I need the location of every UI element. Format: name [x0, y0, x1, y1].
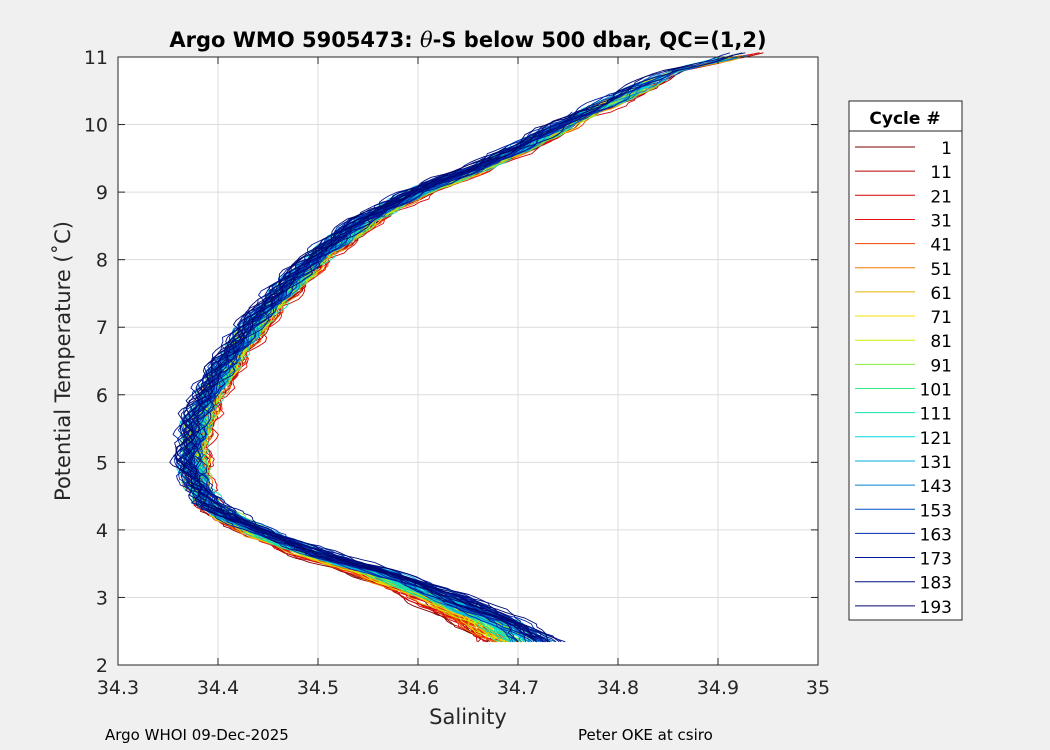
title-prefix: Argo WMO 5905473:: [169, 28, 420, 52]
legend-label: 193: [920, 598, 952, 618]
profile-lines: [169, 52, 764, 643]
profile-line: [175, 84, 635, 640]
title-suffix: -S below 500 dbar, QC=(1,2): [433, 28, 767, 52]
legend-entry: 51: [855, 260, 952, 280]
legend: Cycle # 11121314151617181911011111211311…: [848, 100, 963, 621]
legend-label: 101: [920, 381, 952, 401]
y-tick-label: 8: [96, 250, 108, 272]
y-tick-label: 6: [96, 385, 108, 407]
legend-entry: 11: [855, 163, 952, 183]
x-tick-label: 34.6: [397, 677, 439, 699]
legend-entry: 101: [855, 381, 952, 401]
legend-label: 91: [930, 356, 952, 376]
y-tick-label: 4: [96, 520, 108, 542]
y-axis-label: Potential Temperature (˚C): [51, 221, 75, 501]
legend-label: 111: [920, 405, 952, 425]
legend-entry: 183: [855, 574, 952, 594]
legend-label: 183: [920, 574, 952, 594]
legend-title: Cycle #: [869, 109, 940, 129]
profile-line: [174, 124, 552, 643]
chart-title: Argo WMO 5905473: θ-S below 500 dbar, QC…: [169, 28, 766, 52]
legend-label: 173: [920, 550, 952, 570]
axis-ticks: 34.3 34.4 34.5 34.6 34.7 34.8 34.9 35 2 3 4 5 6 7 8 9 10…: [84, 47, 830, 699]
legend-label: 163: [920, 525, 952, 545]
profile-line: [175, 52, 746, 643]
legend-entry: 1: [855, 139, 952, 159]
legend-label: 1: [941, 139, 952, 159]
x-tick-label: 34.4: [197, 677, 239, 699]
legend-entry: 143: [855, 477, 952, 497]
legend-label: 143: [920, 477, 952, 497]
y-tick-label: 9: [96, 182, 108, 204]
x-tick-label: 34.3: [97, 677, 139, 699]
legend-label: 71: [930, 308, 952, 328]
profile-line: [183, 108, 588, 643]
legend-entry: 193: [855, 598, 952, 618]
legend-entry: 111: [855, 405, 952, 425]
series-193-lines: [169, 52, 746, 643]
x-tick-label: 34.5: [297, 677, 339, 699]
legend-entry: 173: [855, 550, 952, 570]
y-tick-label: 3: [96, 587, 108, 609]
title-theta: θ: [420, 28, 433, 52]
x-tick-label: 34.9: [697, 677, 739, 699]
y-tick-label: 10: [84, 115, 108, 137]
legend-entries: 1112131415161718191101111121131143153163…: [855, 139, 952, 618]
profile-line: [176, 54, 734, 640]
legend-label: 31: [930, 211, 952, 231]
y-tick-label: 2: [96, 655, 108, 677]
footer-right-text: Peter OKE at csiro: [578, 726, 713, 744]
legend-entry: 31: [855, 211, 952, 231]
x-axis-label: Salinity: [429, 705, 507, 729]
legend-entry: 131: [855, 453, 952, 473]
legend-entry: 71: [855, 308, 952, 328]
legend-entry: 61: [855, 284, 952, 304]
plot-frame: [117, 56, 819, 666]
legend-label: 131: [920, 453, 952, 473]
x-tick-label: 34.7: [497, 677, 539, 699]
legend-label: 81: [930, 332, 952, 352]
y-tick-label: 11: [84, 47, 108, 69]
legend-entry: 91: [855, 356, 952, 376]
profile-line: [179, 147, 549, 643]
y-tick-label: 7: [96, 317, 108, 339]
legend-label: 121: [920, 429, 952, 449]
legend-label: 61: [930, 284, 952, 304]
legend-label: 21: [930, 187, 952, 207]
legend-entry: 41: [855, 236, 952, 256]
legend-entry: 163: [855, 525, 952, 545]
legend-entry: 81: [855, 332, 952, 352]
legend-label: 153: [920, 501, 952, 521]
legend-entry: 153: [855, 501, 952, 521]
y-tick-label: 5: [96, 452, 108, 474]
svg-text:Argo WMO 5905473: θ-S below 50: Argo WMO 5905473: θ-S below 500 dbar, QC…: [169, 28, 766, 52]
legend-label: 41: [930, 236, 952, 256]
legend-entry: 121: [855, 429, 952, 449]
legend-label: 51: [930, 260, 952, 280]
x-tick-label: 35: [806, 677, 830, 699]
legend-entry: 21: [855, 187, 952, 207]
legend-label: 11: [930, 163, 952, 183]
x-tick-label: 34.8: [597, 677, 639, 699]
footer-left-text: Argo WHOI 09-Dec-2025: [105, 726, 289, 744]
